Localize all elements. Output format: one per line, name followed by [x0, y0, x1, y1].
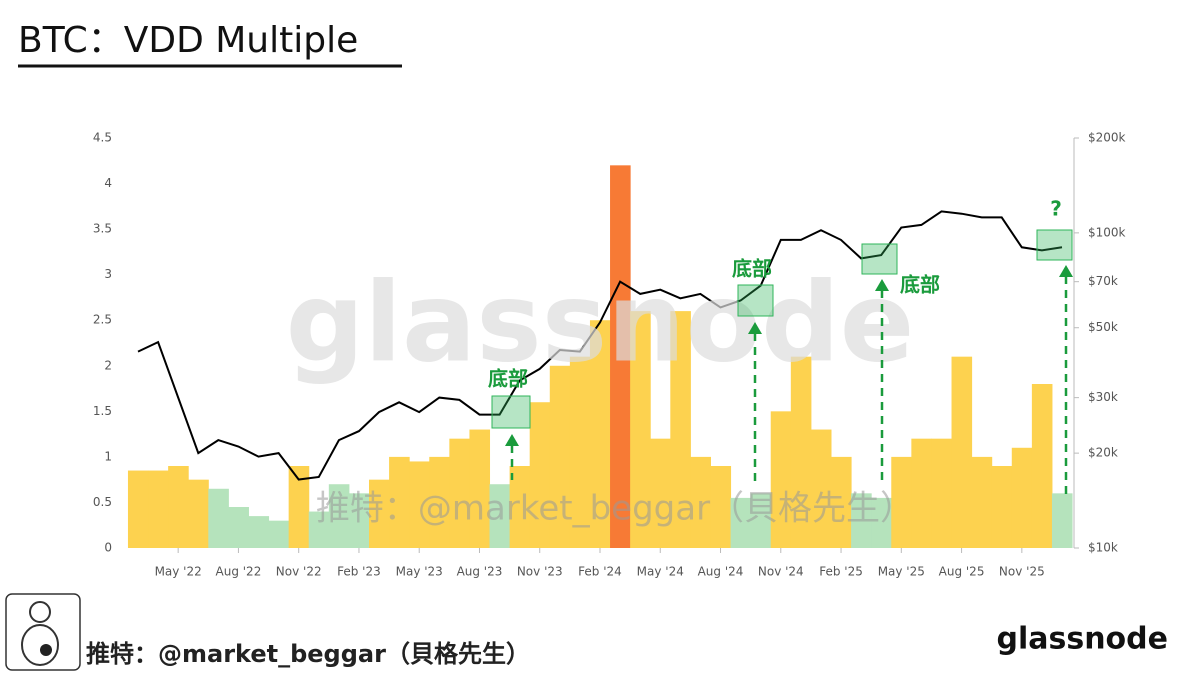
- vdd-bar: [228, 507, 249, 548]
- y2-tick-label: $70k: [1088, 274, 1118, 288]
- vdd-bar: [469, 429, 491, 548]
- vdd-bar: [971, 456, 993, 548]
- x-tick-label: Aug '22: [216, 565, 262, 579]
- vdd-bar: [891, 456, 912, 548]
- vdd-bar: [991, 466, 1013, 548]
- vdd-bar: [389, 456, 410, 548]
- y2-tick-label: $10k: [1088, 541, 1118, 555]
- vdd-bar: [348, 493, 370, 548]
- vdd-bar: [529, 402, 551, 548]
- x-tick-label: May '22: [155, 565, 202, 579]
- vdd-bar: [569, 356, 591, 548]
- vdd-bar: [690, 456, 711, 548]
- x-tick-label: Aug '24: [698, 565, 744, 579]
- vdd-bar: [248, 516, 270, 548]
- y-tick-label: 3: [104, 267, 112, 281]
- vdd-bar: [288, 466, 310, 548]
- vdd-bar: [188, 479, 209, 548]
- vdd-bar: [871, 497, 892, 548]
- x-tick-label: Feb '23: [337, 565, 381, 579]
- vdd-bar: [208, 488, 229, 548]
- x-tick-label: May '23: [396, 565, 443, 579]
- y2-tick-label: $20k: [1088, 446, 1118, 460]
- vdd-bar: [268, 520, 290, 548]
- vdd-bar: [509, 466, 531, 548]
- x-tick-label: Feb '24: [578, 565, 622, 579]
- vdd-bar: [931, 438, 953, 548]
- vdd-bar: [750, 493, 772, 548]
- arrows: [505, 265, 1073, 495]
- x-tick-label: Aug '25: [939, 565, 985, 579]
- watermark-handle: 推特：@market_beggar（貝格先生）: [316, 489, 914, 529]
- vdd-bar: [328, 484, 350, 548]
- y-tick-label: 4: [104, 176, 112, 190]
- vdd-bar: [650, 438, 671, 548]
- annotation: ?: [1050, 197, 1062, 221]
- vdd-bar: [589, 320, 611, 548]
- y-tick-label: 3.5: [93, 222, 112, 236]
- vdd-bar: [369, 479, 390, 548]
- vdd-bar: [831, 456, 852, 548]
- vdd-bar: [449, 438, 470, 548]
- vdd-bar: [308, 511, 330, 548]
- annotation: 底部: [732, 257, 772, 281]
- vdd-bar: [790, 356, 812, 548]
- vdd-bar: [549, 365, 571, 548]
- vdd-bar: [1011, 447, 1033, 548]
- vdd-bar: [489, 484, 511, 548]
- vdd-bar: [1031, 384, 1053, 548]
- y-tick-label: 1.5: [93, 404, 112, 418]
- vdd-bar: [630, 311, 651, 548]
- y2-tick-label: $30k: [1088, 390, 1118, 404]
- x-tick-label: May '25: [878, 565, 925, 579]
- vdd-bar: [127, 470, 149, 548]
- plot-area: 0 0.5 1 1.5 2 2.5 3 3.5 4 4.5 $10k $20k $30k $50k $70k…: [93, 131, 1126, 579]
- price-line: [137, 210, 1063, 481]
- x-tick-label: Nov '23: [517, 565, 563, 579]
- x-tick-label: May '24: [637, 565, 684, 579]
- x-tick-label: Nov '25: [999, 565, 1045, 579]
- watermark: glassnode: [286, 258, 915, 386]
- x-tick-label: Nov '24: [758, 565, 804, 579]
- annotation: 底部: [900, 273, 940, 297]
- y-tick-label: 0.5: [93, 495, 112, 509]
- vdd-bar: [770, 411, 792, 548]
- vdd-bar: [710, 466, 732, 548]
- vdd-bar: [911, 438, 932, 548]
- annotation: 底部: [488, 367, 528, 391]
- y-tick-label: 2: [104, 358, 112, 372]
- y2-tick-label: $200k: [1088, 131, 1126, 145]
- chart-title: BTC：VDD Multiple: [18, 20, 358, 61]
- vdd-bar: [610, 165, 631, 549]
- y-tick-label: 4.5: [93, 131, 112, 145]
- footer-handle: 推特：@market_beggar（貝格先生）: [86, 640, 530, 668]
- vdd-bar: [670, 311, 691, 548]
- x-tick-label: Aug '23: [457, 565, 503, 579]
- y2-tick-label: $100k: [1088, 225, 1126, 239]
- x-tick-label: Nov '22: [276, 565, 322, 579]
- x-tick-label: Feb '25: [819, 565, 863, 579]
- avatar: [5, 593, 81, 671]
- y-tick-label: 0: [104, 541, 112, 555]
- vdd-bar: [429, 456, 450, 548]
- y2-tick-label: $50k: [1088, 320, 1118, 334]
- logo: glassnode: [996, 622, 1168, 657]
- vdd-bar: [851, 493, 872, 548]
- vdd-bar: [168, 466, 189, 548]
- vdd-bar: [1051, 493, 1073, 548]
- y-tick-label: 2.5: [93, 313, 112, 327]
- vdd-bar: [730, 497, 752, 548]
- highlight-boxes: [491, 229, 1073, 429]
- vdd-bar: [409, 461, 430, 548]
- y-tick-label: 1: [104, 449, 112, 463]
- vdd-bar: [148, 470, 169, 548]
- vdd-bar: [810, 429, 832, 548]
- vdd-bar: [951, 356, 973, 548]
